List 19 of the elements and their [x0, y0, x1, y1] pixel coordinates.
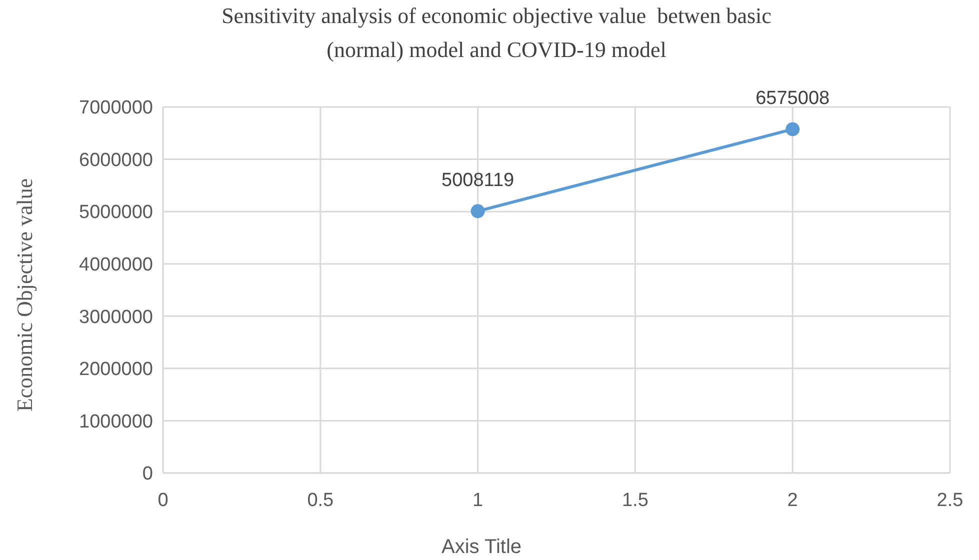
x-tick-label: 2: [787, 490, 798, 511]
x-tick-label: 1: [472, 490, 484, 511]
x-tick-label: 0: [158, 490, 168, 511]
data-label: 6575008: [756, 88, 830, 110]
y-tick-label: 6000000: [79, 150, 153, 171]
y-tick-label: 0: [142, 464, 153, 485]
chart-title: Sensitivity analysis of economic objective value betwen basic (normal) model and COVID-19 model: [222, 3, 772, 62]
y-tick-label: 5000000: [79, 202, 153, 224]
x-axis-title: Axis Title: [441, 536, 522, 558]
y-tick-label: 2000000: [79, 359, 153, 380]
data-label: 5008119: [442, 170, 514, 192]
y-tick-label: 4000000: [79, 254, 153, 276]
y-tick-label: 7000000: [79, 98, 153, 119]
y-axis-title: Economic Objective value: [12, 178, 37, 412]
x-tick-label: 0.5: [307, 490, 334, 511]
y-tick-label: 3000000: [79, 306, 153, 328]
x-tick-label: 1.5: [622, 490, 648, 511]
x-tick-label: 2.5: [936, 490, 964, 511]
y-tick-label: 1000000: [79, 411, 153, 432]
